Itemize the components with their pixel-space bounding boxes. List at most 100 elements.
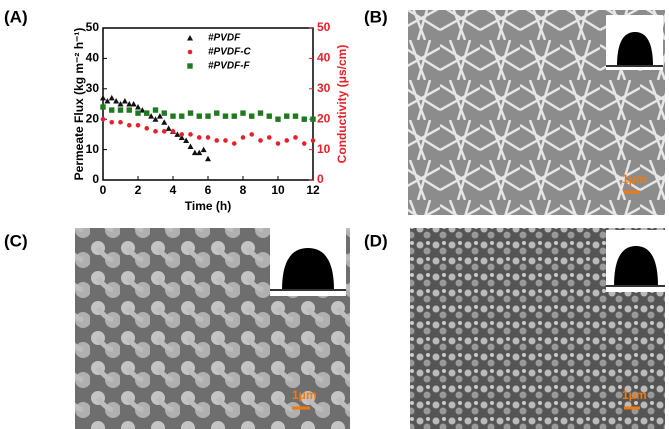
y-axis-label: Permeate Flux (kg m⁻² h⁻¹) [72,28,86,181]
data-point [183,137,189,143]
data-point [197,135,202,140]
data-point [153,116,159,122]
data-point [302,117,307,122]
y2-tick-label: 50 [317,20,331,34]
scale-bar-label: 1μm [622,388,647,402]
data-point [310,117,315,122]
data-point [284,113,289,118]
x-tick-label: 8 [240,183,247,197]
data-point [100,104,105,109]
y-tick-label: 30 [86,81,100,95]
legend-marker [187,35,193,41]
y2-tick-label: 10 [317,142,331,156]
x-tick-label: 6 [205,183,212,197]
panel-label: (D) [364,231,388,250]
data-point [293,113,298,118]
data-point [171,129,176,134]
legend-label: #PVDF-F [208,61,251,72]
y-tick-label: 10 [86,142,100,156]
legend-label: #PVDF [208,33,241,44]
legend-marker [188,50,193,55]
data-point [240,110,245,115]
data-point [188,144,194,150]
legend-marker [187,63,192,68]
y2-tick-label: 40 [317,51,331,65]
data-point [113,98,119,104]
data-point [144,110,149,115]
data-point [162,129,167,134]
data-point [206,135,211,140]
data-point [101,117,106,122]
data-point [232,113,237,118]
data-point [127,107,132,112]
data-point [249,132,254,137]
scale-bar-label: 1μm [622,172,647,186]
legend-label: #PVDF-C [208,47,252,58]
data-point [136,123,141,128]
y-tick-label: 50 [86,20,100,34]
data-point [166,125,172,131]
data-point [153,129,158,134]
x-tick-label: 0 [100,183,107,197]
data-point [188,132,193,137]
data-point [118,120,123,125]
data-point [188,110,193,115]
data-point [179,113,184,118]
data-point [249,113,254,118]
y2-tick-label: 20 [317,111,331,125]
x-tick-label: 2 [135,183,142,197]
data-point [153,107,158,112]
data-point [275,117,280,122]
scale-bar-label: 1μm [292,388,317,402]
y-tick-label: 40 [86,51,100,65]
data-point [161,119,167,125]
data-point [284,138,289,143]
data-point [135,110,140,115]
data-point [214,110,219,115]
y-tick-label: 20 [86,111,100,125]
data-point [109,120,114,125]
data-point [170,113,175,118]
data-point [122,98,128,104]
data-point [205,156,211,162]
data-point [311,138,316,143]
data-point [118,101,124,107]
data-point [276,141,281,146]
data-point [223,113,228,118]
data-point [127,123,132,128]
x-axis-label: Time (h) [185,199,231,213]
data-point [118,107,123,112]
data-point [223,138,228,143]
data-point [267,113,272,118]
data-point [162,110,167,115]
data-point [258,138,263,143]
y2-tick-label: 0 [317,172,324,186]
x-tick-label: 4 [170,183,177,197]
data-point [241,135,246,140]
data-point [196,150,202,156]
data-point [144,126,149,131]
y-tick-label: 0 [92,172,99,186]
data-point [214,138,219,143]
data-point [302,141,307,146]
data-point [197,113,202,118]
data-point [104,98,110,104]
data-point [293,135,298,140]
data-point [267,135,272,140]
data-point [109,107,114,112]
panel-label: (B) [364,7,388,26]
figure: (A) (B) (C) (D) 1μm 1μm 1μm 024681012010… [0,0,669,429]
panel-label: (A) [4,7,28,26]
data-point [179,132,184,137]
data-point [201,147,207,153]
data-point [109,95,115,101]
y2-tick-label: 30 [317,81,331,95]
y2-axis-label: Conductivity (μs/cm) [335,45,349,164]
data-point [232,141,237,146]
data-point [100,95,106,101]
data-point [205,113,210,118]
data-point [135,104,141,110]
data-point [131,101,137,107]
data-point [258,110,263,115]
